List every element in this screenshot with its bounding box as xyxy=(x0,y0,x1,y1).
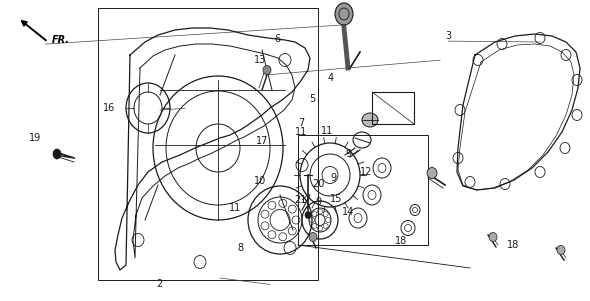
Ellipse shape xyxy=(263,66,271,75)
Text: 3: 3 xyxy=(445,31,451,41)
Text: 15: 15 xyxy=(330,194,342,204)
Text: 9: 9 xyxy=(330,172,336,183)
Text: 11: 11 xyxy=(295,127,307,138)
Ellipse shape xyxy=(557,246,565,255)
Ellipse shape xyxy=(362,113,378,127)
Text: 16: 16 xyxy=(103,103,115,113)
Text: 21: 21 xyxy=(295,195,307,205)
Ellipse shape xyxy=(305,212,311,219)
Ellipse shape xyxy=(53,149,61,159)
Ellipse shape xyxy=(309,232,317,241)
Ellipse shape xyxy=(427,167,437,178)
Text: 8: 8 xyxy=(238,243,244,253)
Bar xyxy=(372,92,414,124)
Text: 14: 14 xyxy=(342,207,354,217)
Ellipse shape xyxy=(489,232,497,241)
Text: 5: 5 xyxy=(310,94,316,104)
Bar xyxy=(98,8,318,280)
Text: 6: 6 xyxy=(274,34,280,44)
Text: 11: 11 xyxy=(322,126,333,136)
Text: 18: 18 xyxy=(507,240,519,250)
Text: 9: 9 xyxy=(316,197,322,207)
Bar xyxy=(298,135,428,245)
Text: 18: 18 xyxy=(395,236,407,246)
Text: 11: 11 xyxy=(229,203,241,213)
Text: 19: 19 xyxy=(30,133,41,144)
Text: 12: 12 xyxy=(360,166,372,177)
Text: 2: 2 xyxy=(156,279,162,290)
Text: 9: 9 xyxy=(345,148,351,159)
Text: 4: 4 xyxy=(327,73,333,83)
Text: 20: 20 xyxy=(313,178,324,189)
Text: 17: 17 xyxy=(257,136,268,147)
Text: FR.: FR. xyxy=(52,35,70,45)
Ellipse shape xyxy=(335,3,353,25)
Text: 7: 7 xyxy=(298,118,304,129)
Text: 13: 13 xyxy=(254,55,266,65)
Text: 10: 10 xyxy=(254,175,266,186)
